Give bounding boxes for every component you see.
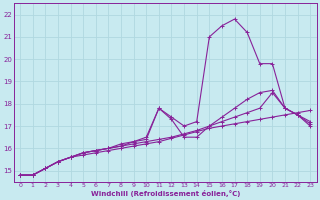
X-axis label: Windchill (Refroidissement éolien,°C): Windchill (Refroidissement éolien,°C) (91, 190, 240, 197)
